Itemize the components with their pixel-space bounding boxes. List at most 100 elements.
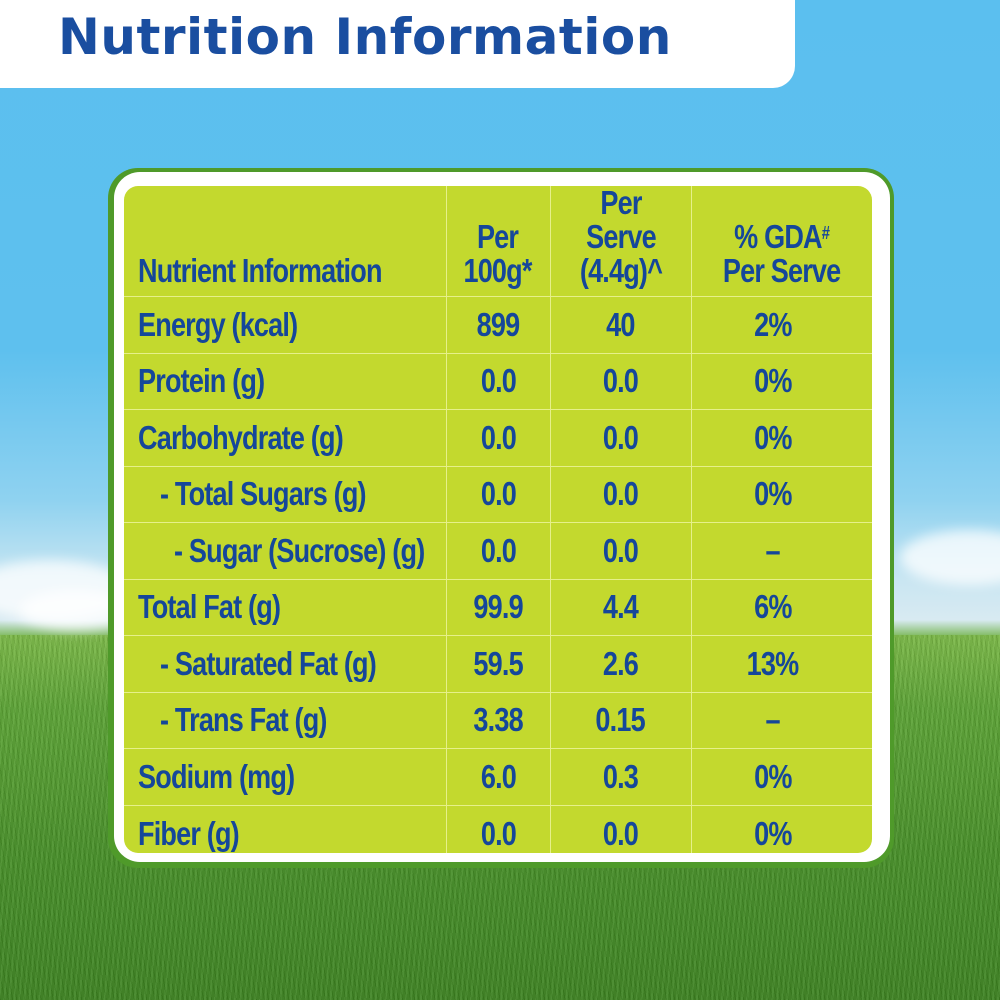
- per-100g-value: 0.0: [480, 814, 516, 852]
- header-gda-line1: % GDA: [734, 218, 822, 255]
- per-100g-value: 59.5: [473, 644, 523, 682]
- nutrient-name-cell: Sodium (mg): [124, 748, 447, 806]
- per-serve-cell: 0.0: [550, 353, 692, 410]
- per-serve-cell: 0.0: [550, 522, 692, 580]
- nutrient-name: - Trans Fat (g): [160, 701, 327, 739]
- per-100g-cell: 6.0: [446, 748, 551, 806]
- header-nutrient: Nutrient Information: [124, 186, 447, 297]
- per-serve-cell: 0.0: [550, 466, 692, 523]
- per-serve-value: 0.0: [602, 475, 639, 513]
- gda-value: 2%: [754, 305, 792, 343]
- header-per-serve-line1: Per Serve: [585, 186, 656, 255]
- gda-cell: –: [691, 692, 872, 749]
- per-serve-value: 40: [606, 305, 635, 343]
- per-serve-cell: 4.4: [550, 579, 692, 636]
- nutrient-name: Total Fat (g): [138, 588, 281, 626]
- nutrient-name-cell: - Sugar (Sucrose) (g): [124, 522, 447, 580]
- per-100g-value: 3.38: [473, 701, 523, 739]
- gda-value: 13%: [746, 644, 800, 682]
- gda-value: 0%: [754, 418, 792, 456]
- header-per-serve-line2: (4.4g)^: [579, 252, 662, 289]
- header-per-serve: Per Serve (4.4g)^: [550, 186, 692, 297]
- per-serve-value: 0.0: [602, 418, 639, 456]
- table-row: - Total Sugars (g) 0.0 0.0 0%: [124, 466, 872, 523]
- nutrient-name-cell: Carbohydrate (g): [124, 409, 447, 467]
- nutrient-name: - Saturated Fat (g): [160, 644, 377, 682]
- table-row: Protein (g) 0.0 0.0 0%: [124, 353, 872, 410]
- per-100g-value: 6.0: [480, 757, 516, 795]
- header-per-100g: Per 100g*: [446, 186, 551, 297]
- cloud: [900, 530, 1000, 585]
- per-serve-value: 0.3: [602, 757, 639, 795]
- header-gda: % GDA# Per Serve: [691, 186, 872, 297]
- table-row: - Trans Fat (g) 3.38 0.15 –: [124, 692, 872, 749]
- header-per-100g-line1: Per: [477, 218, 519, 255]
- per-100g-cell: 0.0: [446, 353, 551, 410]
- per-serve-cell: 40: [550, 296, 692, 354]
- per-serve-value: 0.0: [602, 814, 639, 852]
- nutrient-name: Protein (g): [138, 362, 265, 400]
- per-100g-value: 0.0: [480, 531, 516, 569]
- nutrient-name-cell: Fiber (g): [124, 805, 447, 853]
- per-100g-cell: 3.38: [446, 692, 551, 749]
- gda-value: 0%: [754, 814, 792, 852]
- per-100g-cell: 99.9: [446, 579, 551, 636]
- gda-cell: 0%: [691, 466, 872, 523]
- title-banner: Nutrition Information: [0, 0, 795, 88]
- gda-value: 0%: [754, 475, 792, 513]
- nutrient-name-cell: Energy (kcal): [124, 296, 447, 354]
- per-100g-value: 0.0: [480, 475, 516, 513]
- per-100g-value: 0.0: [480, 362, 516, 400]
- per-100g-value: 99.9: [473, 588, 523, 626]
- nutrient-name: - Total Sugars (g): [160, 475, 367, 513]
- gda-cell: 0%: [691, 805, 872, 853]
- nutrient-name: Fiber (g): [138, 814, 240, 852]
- nutrient-name: Energy (kcal): [138, 305, 298, 343]
- nutrient-name-cell: Protein (g): [124, 353, 447, 410]
- table-row: Sodium (mg) 6.0 0.3 0%: [124, 748, 872, 806]
- gda-value: –: [765, 701, 781, 739]
- gda-value: 0%: [754, 362, 792, 400]
- nutrient-name-cell: - Total Sugars (g): [124, 466, 447, 523]
- per-serve-value: 0.0: [602, 362, 639, 400]
- table-row: - Saturated Fat (g) 59.5 2.6 13%: [124, 635, 872, 693]
- per-100g-cell: 899: [446, 296, 551, 354]
- nutrition-table-panel: Nutrient Information Per 100g* Per Serve(…: [124, 186, 872, 853]
- gda-cell: 6%: [691, 579, 872, 636]
- per-100g-value: 0.0: [480, 418, 516, 456]
- table-row: Total Fat (g) 99.9 4.4 6%: [124, 579, 872, 636]
- per-100g-cell: 0.0: [446, 409, 551, 467]
- table-header-row: Nutrient Information Per 100g* Per Serve(…: [124, 186, 872, 297]
- gda-cell: 0%: [691, 353, 872, 410]
- nutrient-name-cell: - Trans Fat (g): [124, 692, 447, 749]
- per-serve-value: 0.0: [602, 531, 639, 569]
- per-serve-value: 0.15: [595, 701, 646, 739]
- header-gda-mark: #: [821, 223, 830, 243]
- gda-cell: 0%: [691, 748, 872, 806]
- per-serve-cell: 0.15: [550, 692, 692, 749]
- per-serve-value: 2.6: [602, 644, 639, 682]
- per-100g-value: 899: [476, 305, 521, 343]
- page-title: Nutrition Information: [58, 8, 672, 66]
- header-gda-line2: Per Serve: [722, 252, 841, 289]
- gda-cell: 13%: [691, 635, 872, 693]
- header-nutrient-label: Nutrient Information: [138, 252, 382, 289]
- gda-value: 6%: [754, 588, 792, 626]
- per-serve-value: 4.4: [602, 588, 639, 626]
- table-row: - Sugar (Sucrose) (g) 0.0 0.0 –: [124, 522, 872, 580]
- gda-value: 0%: [754, 757, 792, 795]
- nutrient-name: Sodium (mg): [138, 757, 295, 795]
- gda-cell: 2%: [691, 296, 872, 354]
- nutrient-name: Carbohydrate (g): [138, 418, 344, 456]
- per-100g-cell: 0.0: [446, 466, 551, 523]
- per-100g-cell: 59.5: [446, 635, 551, 693]
- table-row: Energy (kcal) 899 40 2%: [124, 296, 872, 354]
- per-serve-cell: 0.0: [550, 409, 692, 467]
- per-serve-cell: 0.3: [550, 748, 692, 806]
- per-serve-cell: 0.0: [550, 805, 692, 853]
- nutrient-name-cell: - Saturated Fat (g): [124, 635, 447, 693]
- table-row: Carbohydrate (g) 0.0 0.0 0%: [124, 409, 872, 467]
- per-100g-cell: 0.0: [446, 522, 551, 580]
- per-serve-cell: 2.6: [550, 635, 692, 693]
- nutrition-table: Nutrient Information Per 100g* Per Serve(…: [124, 186, 872, 853]
